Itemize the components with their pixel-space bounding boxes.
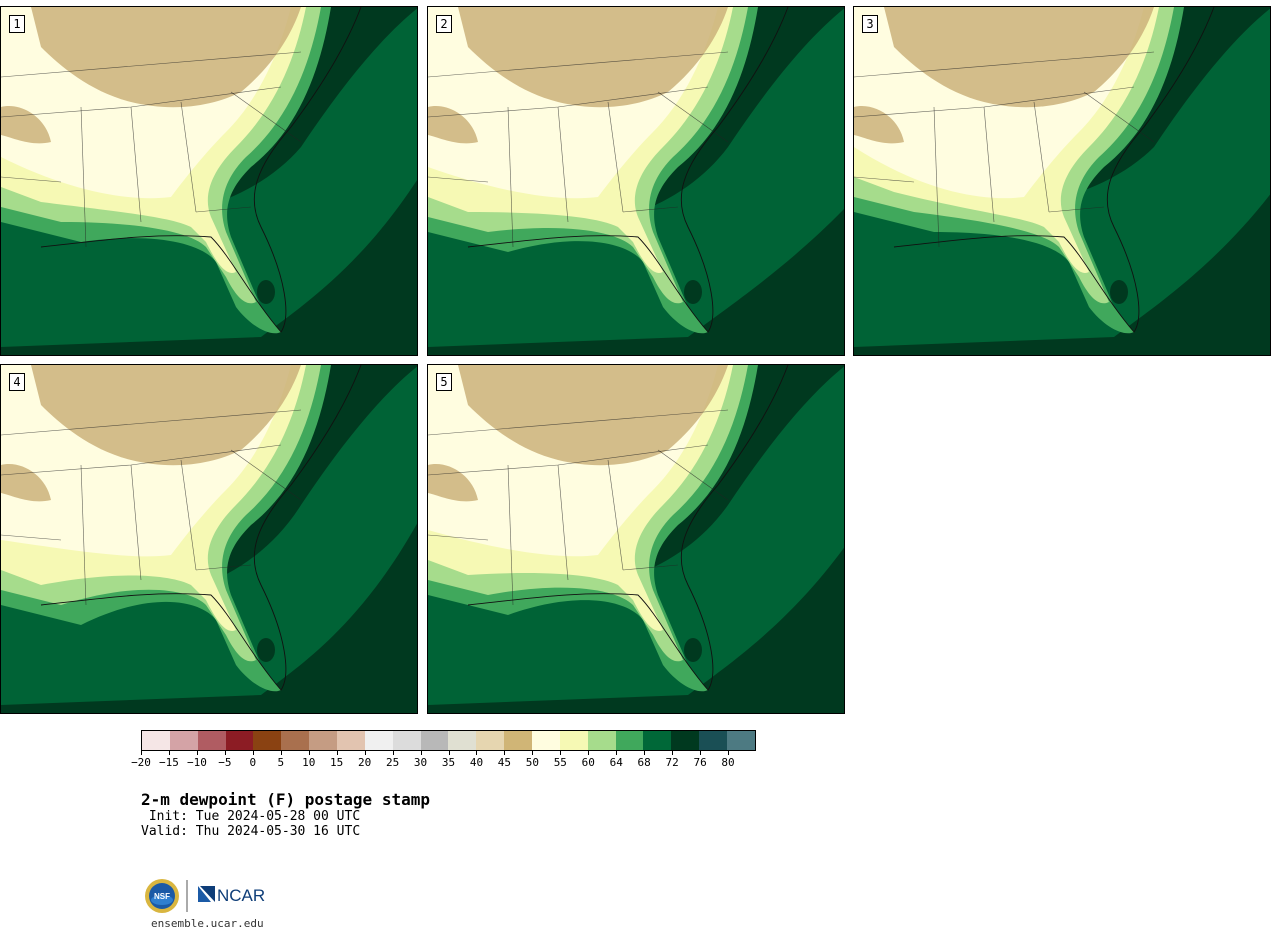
panel-number-label: 4 bbox=[9, 373, 25, 391]
colorbar-tick bbox=[252, 751, 254, 755]
dewpoint-map bbox=[428, 7, 844, 355]
dewpoint-map bbox=[854, 7, 1270, 355]
dewpoint-map bbox=[1, 7, 417, 355]
colorbar-swatch bbox=[476, 731, 505, 750]
colorbar-swatch bbox=[309, 731, 338, 750]
colorbar-tick-label: 15 bbox=[330, 756, 344, 769]
colorbar-tick-label: 0 bbox=[249, 756, 257, 769]
colorbar-tick bbox=[616, 751, 618, 755]
colorbar-swatch bbox=[643, 731, 672, 750]
map-panel-1: 1 bbox=[0, 6, 418, 356]
colorbar-tick bbox=[392, 751, 394, 755]
map-panel-3: 3 bbox=[853, 6, 1271, 356]
colorbar-tick bbox=[728, 751, 730, 755]
colorbar-swatch bbox=[142, 731, 170, 750]
colorbar-tick bbox=[336, 751, 338, 755]
colorbar-tick bbox=[644, 751, 646, 755]
panel-number-label: 1 bbox=[9, 15, 25, 33]
colorbar-swatch bbox=[392, 731, 421, 750]
nsf-ncar-logo: NSF NCAR bbox=[145, 879, 265, 913]
colorbar-tick bbox=[700, 751, 702, 755]
colorbar-swatch bbox=[504, 731, 533, 750]
colorbar-tick bbox=[280, 751, 282, 755]
colorbar-tick bbox=[308, 751, 310, 755]
colorbar-tick bbox=[224, 751, 226, 755]
colorbar-tick-label: 20 bbox=[358, 756, 372, 769]
figure-title: 2-m dewpoint (F) postage stamp bbox=[141, 790, 430, 809]
map-panel-4: 4 bbox=[0, 364, 418, 714]
colorbar-tick-label: 30 bbox=[413, 756, 428, 769]
dewpoint-map bbox=[1, 365, 417, 713]
colorbar-swatch bbox=[420, 731, 449, 750]
colorbar-tick bbox=[448, 751, 450, 755]
colorbar-tick bbox=[168, 751, 170, 755]
colorbar-swatch bbox=[615, 731, 644, 750]
colorbar-swatch bbox=[532, 731, 560, 750]
colorbar-tick-label: 40 bbox=[469, 756, 484, 769]
colorbar-tick bbox=[476, 751, 478, 755]
colorbar-tick-label: 72 bbox=[665, 756, 679, 769]
colorbar-tick bbox=[532, 751, 534, 755]
nsf-seal-icon: NSF bbox=[145, 879, 179, 913]
colorbar-tick-label: 45 bbox=[497, 756, 512, 769]
colorbar-swatch bbox=[559, 731, 588, 750]
colorbar-tick-label: 25 bbox=[385, 756, 400, 769]
colorbar-swatch bbox=[337, 731, 365, 750]
colorbar-tick-label: 35 bbox=[441, 756, 456, 769]
colorbar-swatch bbox=[727, 731, 755, 750]
map-panel-5: 5 bbox=[427, 364, 845, 714]
colorbar-tick-label: −5 bbox=[218, 756, 232, 769]
colorbar-tick bbox=[196, 751, 198, 755]
colorbar-swatch bbox=[225, 731, 254, 750]
colorbar-swatch bbox=[197, 731, 226, 750]
colorbar-tick-label: 64 bbox=[609, 756, 623, 769]
colorbar-swatch bbox=[364, 731, 393, 750]
colorbar-tick bbox=[364, 751, 366, 755]
website-url: ensemble.ucar.edu bbox=[151, 917, 264, 930]
colorbar-swatch bbox=[253, 731, 282, 750]
svg-text:NSF: NSF bbox=[154, 892, 170, 901]
colorbar-tick-label: 55 bbox=[553, 756, 567, 769]
colorbar-tick bbox=[672, 751, 674, 755]
colorbar-tick-label: 50 bbox=[525, 756, 539, 769]
panel-number-label: 2 bbox=[436, 15, 452, 33]
svg-text:NCAR: NCAR bbox=[217, 886, 265, 905]
colorbar-tick-label: 5 bbox=[277, 756, 285, 769]
colorbar-tick-label: 80 bbox=[721, 756, 735, 769]
map-panel-2: 2 bbox=[427, 6, 845, 356]
colorbar-tick-label: 10 bbox=[302, 756, 316, 769]
colorbar-tick-label: 60 bbox=[581, 756, 595, 769]
colorbar bbox=[141, 730, 756, 751]
colorbar-tick bbox=[141, 751, 142, 755]
panel-number-label: 3 bbox=[862, 15, 878, 33]
colorbar-tick-label: −10 bbox=[186, 756, 207, 769]
colorbar-swatch bbox=[699, 731, 728, 750]
colorbar-swatch bbox=[448, 731, 477, 750]
colorbar-swatch bbox=[587, 731, 616, 750]
colorbar-ticks: −20 −15 −10 −5 0 5 10 15 20 25 30 35 40 45 50 55 60 64 68 7… bbox=[131, 751, 756, 771]
init-time: Init: Tue 2024-05-28 00 UTC bbox=[141, 809, 361, 824]
dewpoint-map bbox=[428, 365, 844, 713]
colorbar-swatch bbox=[671, 731, 700, 750]
colorbar-tick bbox=[420, 751, 422, 755]
panel-number-label: 5 bbox=[436, 373, 452, 391]
colorbar-tick-label: −20 bbox=[131, 756, 151, 769]
ncar-wordmark-icon: NCAR bbox=[198, 886, 265, 905]
valid-time: Valid: Thu 2024-05-30 16 UTC bbox=[141, 824, 361, 839]
colorbar-tick-label: −15 bbox=[159, 756, 179, 769]
colorbar-swatch bbox=[281, 731, 310, 750]
colorbar-tick bbox=[588, 751, 590, 755]
colorbar-tick-label: 76 bbox=[693, 756, 707, 769]
colorbar-tick bbox=[560, 751, 562, 755]
colorbar-tick-label: 68 bbox=[637, 756, 651, 769]
colorbar-tick bbox=[504, 751, 506, 755]
colorbar-swatch bbox=[169, 731, 198, 750]
